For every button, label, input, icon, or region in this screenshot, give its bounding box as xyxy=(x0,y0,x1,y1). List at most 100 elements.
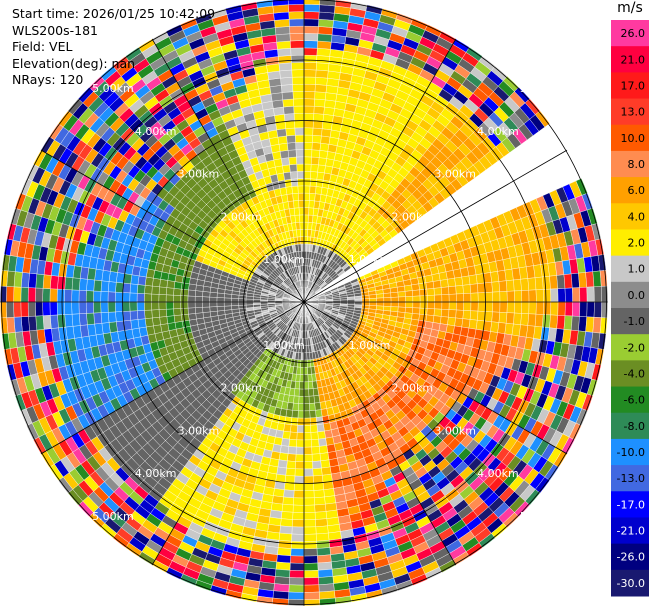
range-gate xyxy=(303,388,310,397)
range-gate xyxy=(447,277,456,288)
range-gate xyxy=(579,286,588,303)
range-gate xyxy=(317,554,332,564)
range-gate xyxy=(314,503,327,513)
range-gate xyxy=(274,26,291,36)
range-gate xyxy=(159,316,168,325)
range-gate xyxy=(278,142,289,152)
range-gate xyxy=(303,120,314,129)
range-gate xyxy=(556,315,566,330)
range-gate xyxy=(64,301,73,315)
range-gate xyxy=(180,295,189,303)
range-gate xyxy=(21,272,30,288)
range-gate xyxy=(300,243,305,252)
range-gate xyxy=(586,301,595,318)
range-gate xyxy=(419,307,428,316)
range-ring-label: 1.00km xyxy=(263,253,305,266)
range-gate xyxy=(321,128,332,138)
range-gate xyxy=(433,308,442,317)
range-gate xyxy=(284,482,295,491)
range-gate xyxy=(484,311,493,322)
range-gate xyxy=(293,483,305,491)
range-gate xyxy=(314,84,327,93)
range-gate xyxy=(122,301,131,312)
range-gate xyxy=(64,276,74,291)
range-gate xyxy=(158,309,168,318)
range-gate xyxy=(298,207,305,216)
range-gate xyxy=(286,460,296,469)
range-gate xyxy=(462,284,471,294)
range-gate xyxy=(354,298,363,303)
range-gate xyxy=(314,402,322,411)
range-gate xyxy=(303,236,308,245)
range-ring-label: 4.00km xyxy=(477,467,519,480)
colorbar-tick-label: 17.0 xyxy=(621,79,646,92)
range-gate xyxy=(535,110,550,128)
colorbar-tick-label: 26.0 xyxy=(621,27,646,40)
range-gate xyxy=(291,69,305,78)
range-ring-label: 1.00km xyxy=(263,339,305,352)
range-gate xyxy=(144,293,152,303)
range-gate xyxy=(292,84,305,92)
range-gate xyxy=(310,164,319,173)
range-gate xyxy=(287,0,305,5)
range-gate xyxy=(303,577,320,586)
range-gate xyxy=(477,292,486,303)
range-gate xyxy=(28,272,38,289)
range-gate xyxy=(303,555,318,564)
range-gate xyxy=(282,164,291,174)
range-gate xyxy=(318,445,329,454)
range-gate xyxy=(223,301,232,307)
range-gate xyxy=(308,388,315,397)
range-gate xyxy=(317,40,332,50)
range-gate xyxy=(376,293,384,299)
range-gate xyxy=(286,193,294,202)
range-gate xyxy=(313,489,325,498)
range-gate xyxy=(290,54,305,63)
colorbar-tick-label: 0.0 xyxy=(628,289,646,302)
range-gate xyxy=(180,288,189,297)
range-gate xyxy=(283,489,295,498)
range-gate xyxy=(369,298,377,303)
range-gate xyxy=(383,301,392,307)
range-gate xyxy=(281,157,290,166)
range-gate xyxy=(404,284,413,292)
range-gate xyxy=(310,424,318,433)
range-gate xyxy=(279,69,293,79)
range-gate xyxy=(432,315,442,324)
colorbar-tick-label: -26.0 xyxy=(617,551,645,564)
range-gate xyxy=(578,316,587,332)
range-gate xyxy=(463,301,472,311)
range-gate xyxy=(181,319,191,328)
range-gate xyxy=(166,315,176,324)
range-gate xyxy=(397,285,406,293)
range-gate xyxy=(303,439,312,448)
range-gate xyxy=(303,446,313,455)
radar-rays xyxy=(0,0,608,606)
range-gate xyxy=(296,156,305,165)
range-ring-label: 1.00km xyxy=(349,253,391,266)
range-gate xyxy=(272,590,289,600)
colorbar-tick-label: 1.0 xyxy=(628,263,646,276)
range-gate xyxy=(313,106,325,115)
range-gate xyxy=(477,282,486,294)
range-gate xyxy=(93,301,102,314)
range-gate xyxy=(309,193,316,202)
range-gate xyxy=(281,91,294,101)
range-gate xyxy=(173,288,182,296)
range-ring-label: 5.00km xyxy=(520,510,562,523)
range-gate xyxy=(282,98,294,108)
range-gate xyxy=(291,62,305,71)
range-gate xyxy=(195,307,204,314)
range-gate xyxy=(303,526,317,535)
range-gate xyxy=(312,467,323,477)
range-gate xyxy=(520,313,529,326)
range-gate xyxy=(288,591,305,600)
range-gate xyxy=(296,236,302,245)
range-gate xyxy=(455,285,464,295)
range-gate xyxy=(288,438,297,448)
range-gate xyxy=(441,294,450,303)
range-gate xyxy=(293,395,300,404)
range-gate xyxy=(306,359,312,368)
range-gate xyxy=(50,314,59,329)
range-gate xyxy=(440,316,449,325)
